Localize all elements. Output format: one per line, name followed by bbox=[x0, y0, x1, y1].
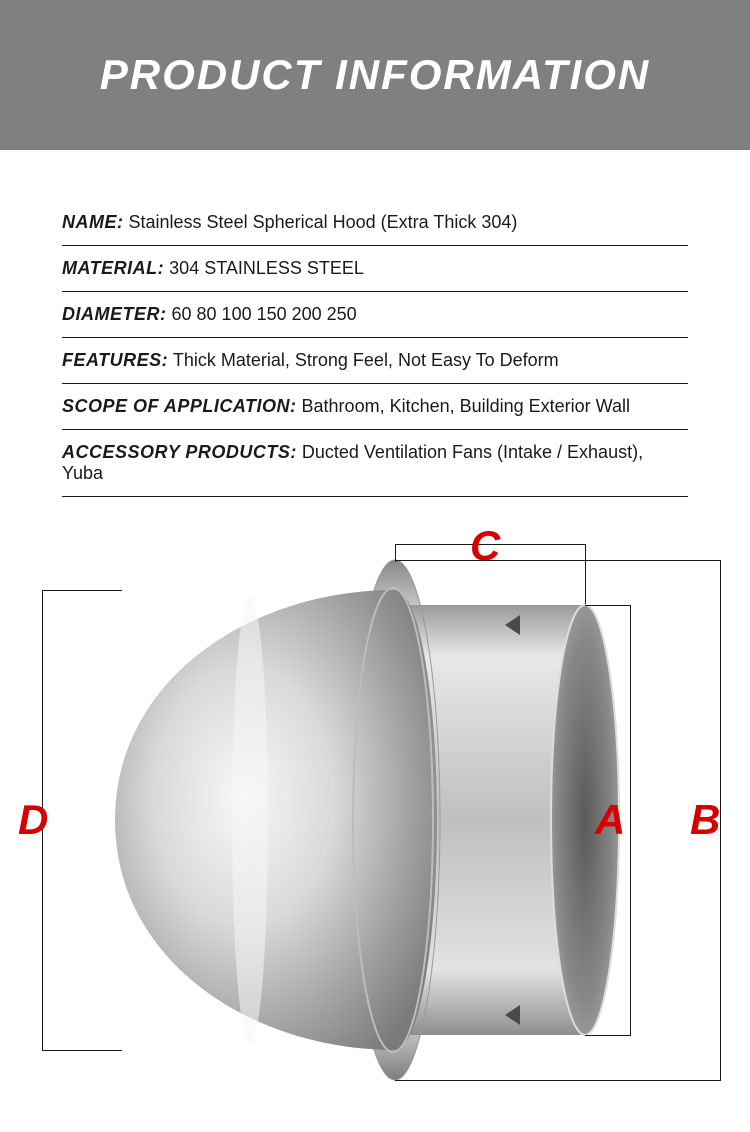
specs-block: NAME: Stainless Steel Spherical Hood (Ex… bbox=[0, 150, 750, 497]
dim-extent bbox=[585, 1035, 631, 1036]
spec-value: 304 STAINLESS STEEL bbox=[169, 258, 364, 278]
dim-extent bbox=[395, 560, 721, 561]
dim-extent bbox=[395, 1080, 721, 1081]
page-title: PRODUCT INFORMATION bbox=[100, 51, 651, 99]
dim-extent bbox=[585, 544, 586, 604]
spec-label: ACCESSORY PRODUCTS: bbox=[62, 442, 297, 462]
dim-extent bbox=[42, 590, 122, 591]
header-band: PRODUCT INFORMATION bbox=[0, 0, 750, 150]
spec-value: 60 80 100 150 200 250 bbox=[172, 304, 357, 324]
dim-line bbox=[630, 605, 631, 1035]
spec-row: FEATURES: Thick Material, Strong Feel, N… bbox=[62, 338, 688, 384]
dim-extent bbox=[585, 605, 631, 606]
dim-extent bbox=[395, 544, 396, 562]
spec-label: NAME: bbox=[62, 212, 124, 232]
dimension-diagram: D C A B bbox=[0, 520, 750, 1120]
dim-label-b: B bbox=[690, 796, 720, 844]
spec-row: SCOPE OF APPLICATION: Bathroom, Kitchen,… bbox=[62, 384, 688, 430]
spec-value: Bathroom, Kitchen, Building Exterior Wal… bbox=[302, 396, 630, 416]
dim-extent bbox=[42, 1050, 122, 1051]
dim-label-c: C bbox=[470, 522, 500, 570]
spec-label: DIAMETER: bbox=[62, 304, 167, 324]
dim-label-d: D bbox=[18, 796, 48, 844]
product-illustration bbox=[0, 520, 750, 1120]
spec-label: FEATURES: bbox=[62, 350, 168, 370]
spec-row: MATERIAL: 304 STAINLESS STEEL bbox=[62, 246, 688, 292]
spec-label: MATERIAL: bbox=[62, 258, 164, 278]
spec-row: DIAMETER: 60 80 100 150 200 250 bbox=[62, 292, 688, 338]
spec-label: SCOPE OF APPLICATION: bbox=[62, 396, 297, 416]
spec-value: Stainless Steel Spherical Hood (Extra Th… bbox=[129, 212, 518, 232]
dim-label-a: A bbox=[595, 796, 625, 844]
spec-row: NAME: Stainless Steel Spherical Hood (Ex… bbox=[62, 200, 688, 246]
spec-row: ACCESSORY PRODUCTS: Ducted Ventilation F… bbox=[62, 430, 688, 497]
spec-value: Thick Material, Strong Feel, Not Easy To… bbox=[173, 350, 559, 370]
